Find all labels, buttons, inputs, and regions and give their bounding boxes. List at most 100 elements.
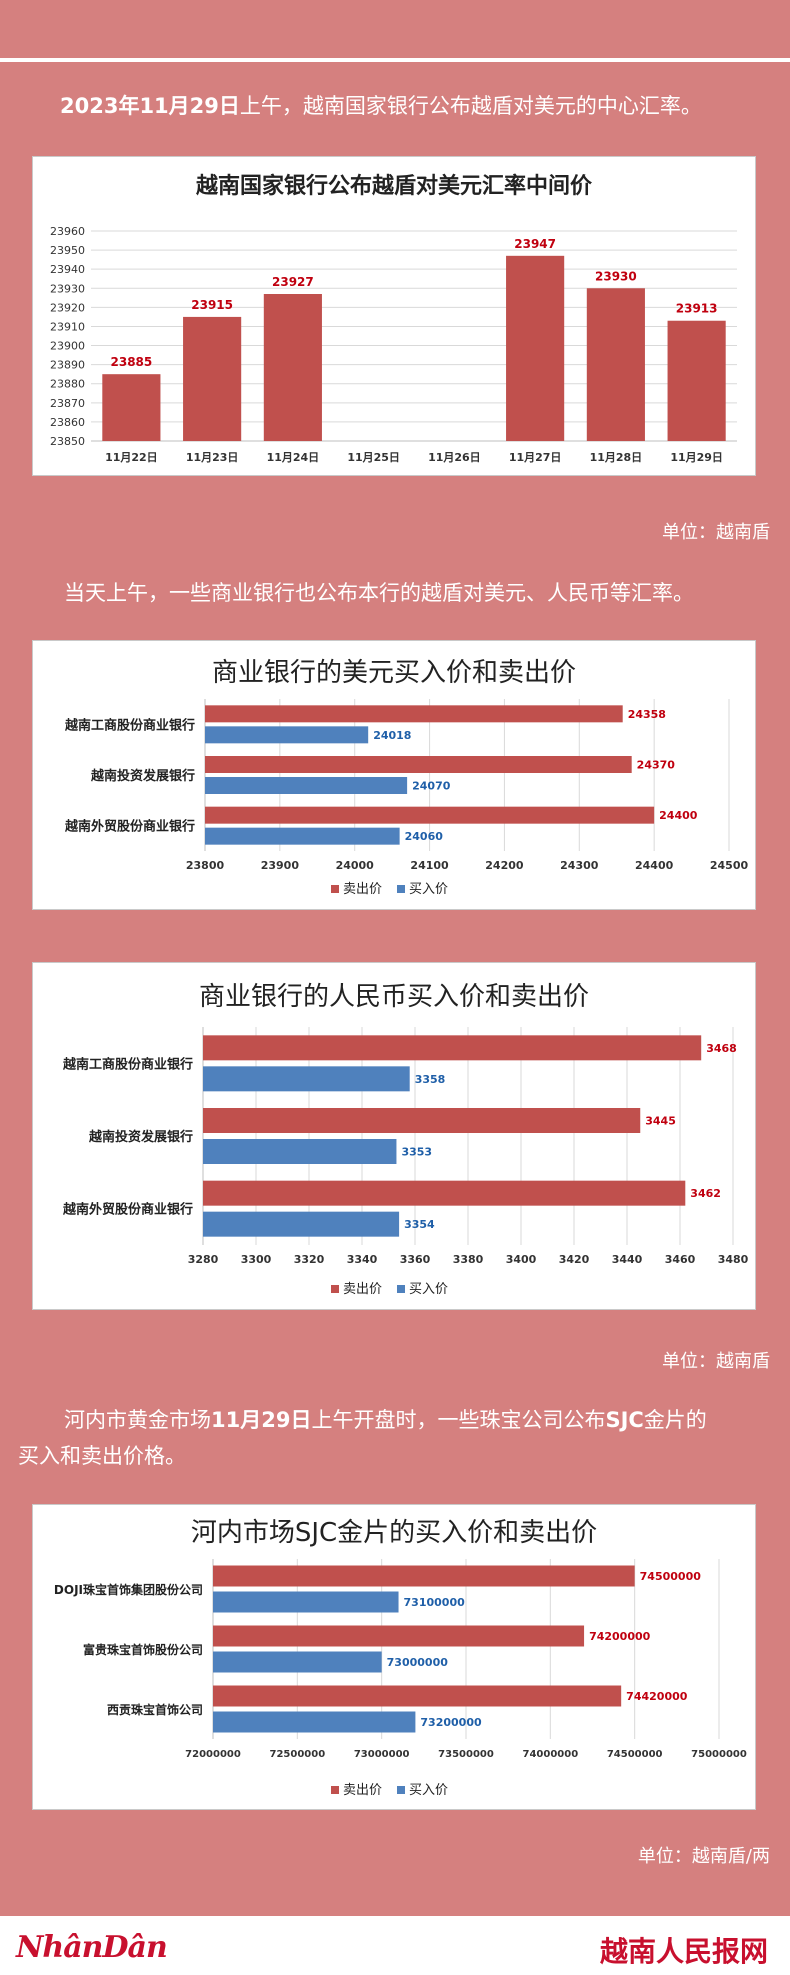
category-label: 富贵珠宝首饰股份公司: [83, 1642, 203, 1657]
data-label: 24018: [373, 729, 411, 742]
category-label: DOJI珠宝首饰集团股份公司: [54, 1582, 203, 1597]
unit-label-2: 单位：越南盾: [662, 1351, 770, 1372]
x-tick-label: 3480: [718, 1253, 749, 1266]
bar-buy: [205, 827, 400, 845]
chart-cny-rates: 商业银行的人民币买入价和卖出价 3280 3300 3320 3340 3360 3380 3…: [62, 982, 749, 1297]
bar-buy: [213, 1591, 399, 1613]
gold-text-1: 河内市黄金市场: [64, 1408, 211, 1432]
y-tick-label: 23910: [50, 320, 85, 333]
category-label: 越南外贸股份商业银行: [62, 1202, 193, 1218]
gold-text-3: 金片的: [643, 1408, 707, 1432]
category-label: 越南工商股份商业银行: [62, 1056, 193, 1072]
chart-title: 商业银行的美元买入价和卖出价: [212, 658, 576, 688]
category-label: 西贡珠宝首饰公司: [107, 1702, 203, 1717]
x-tick-label: 23900: [261, 859, 300, 872]
data-label: 23885: [111, 355, 153, 369]
bar-buy: [203, 1211, 400, 1237]
data-label: 23930: [595, 269, 637, 283]
bar-buy: [213, 1711, 416, 1733]
legend-label: 卖出价: [343, 1282, 382, 1297]
x-tick-label: 3400: [506, 1253, 537, 1266]
data-label: 3358: [415, 1073, 446, 1086]
data-label: 3354: [404, 1218, 435, 1231]
y-tick-label: 23940: [50, 263, 85, 276]
legend-swatch: [331, 1285, 339, 1293]
x-tick-label: 11月29日: [670, 451, 723, 464]
x-tick-label: 23800: [186, 859, 225, 872]
data-label: 23915: [191, 298, 233, 312]
bar-sell: [213, 1625, 585, 1647]
x-tick-label: 3460: [665, 1253, 696, 1266]
bar-sell: [203, 1108, 641, 1133]
data-label: 73100000: [404, 1596, 466, 1609]
legend-label: 卖出价: [343, 1783, 382, 1798]
x-tick-label: 3280: [188, 1253, 219, 1266]
x-tick-label: 24400: [635, 859, 674, 872]
category-label: 越南外贸股份商业银行: [64, 819, 195, 835]
x-tick-label: 74000000: [522, 1749, 578, 1760]
gold-sjc: SJC: [605, 1408, 644, 1432]
y-tick-label: 23880: [50, 378, 85, 391]
chart-central-rate: 越南国家银行公布越盾对美元汇率中间价 23850 23860 23870 23880 23…: [50, 173, 737, 464]
data-label: 74200000: [589, 1630, 651, 1643]
x-tick-label: 11月28日: [590, 451, 643, 464]
bar-buy: [213, 1651, 382, 1673]
y-tick-label: 23900: [50, 340, 85, 353]
data-label: 24060: [405, 830, 444, 843]
legend-label: 卖出价: [343, 882, 382, 897]
data-label: 74420000: [626, 1690, 688, 1703]
data-label: 3468: [706, 1042, 737, 1055]
site-name-logo[interactable]: 越南人民报网: [599, 1935, 768, 1968]
intro-date: 2023年11月29日: [60, 94, 240, 118]
data-label: 24358: [628, 708, 666, 721]
legend-label: 买入价: [409, 882, 448, 897]
bar: [586, 288, 645, 441]
y-tick-label: 23950: [50, 244, 85, 257]
x-tick-label: 24500: [710, 859, 749, 872]
bar-sell: [205, 756, 632, 773]
x-tick-label: 3340: [347, 1253, 378, 1266]
y-tick-label: 23860: [50, 416, 85, 429]
data-label: 24370: [637, 759, 676, 772]
bar-sell: [205, 705, 623, 723]
x-tick-label: 75000000: [691, 1749, 747, 1760]
top-divider: [0, 58, 790, 62]
x-tick-label: 11月24日: [267, 451, 320, 464]
legend-label: 买入价: [409, 1783, 448, 1798]
x-tick-label: 3360: [400, 1253, 431, 1266]
x-tick-label: 3380: [453, 1253, 484, 1266]
bar-sell: [213, 1565, 635, 1587]
x-tick-label: 11月22日: [105, 451, 158, 464]
paragraph-commercial-banks: 当天上午，一些商业银行也公布本行的越盾对美元、人民币等汇率。: [64, 581, 694, 605]
y-tick-label: 23960: [50, 225, 85, 238]
bar-sell: [205, 806, 655, 824]
x-tick-label: 24300: [560, 859, 599, 872]
x-tick-label: 74500000: [607, 1749, 663, 1760]
data-label: 3445: [645, 1115, 676, 1128]
bar-buy: [205, 777, 408, 794]
y-tick-label: 23850: [50, 435, 85, 448]
chart-panel-gold: 河内市场SJC金片的买入价和卖出价 72000000 72500000 7300000…: [32, 1504, 756, 1810]
x-tick-label: 24200: [485, 859, 524, 872]
legend-swatch: [397, 885, 405, 893]
intro-text: 上午，越南国家银行公布越盾对美元的中心汇率。: [239, 94, 702, 118]
y-tick-label: 23870: [50, 397, 85, 410]
data-label: 73200000: [420, 1716, 482, 1729]
category-label: 越南投资发展银行: [90, 768, 195, 784]
data-label: 3353: [401, 1146, 432, 1159]
gold-date: 11月29日: [211, 1408, 312, 1432]
legend-swatch: [331, 1786, 339, 1794]
bar: [667, 320, 726, 441]
legend-label: 买入价: [409, 1282, 448, 1297]
y-tick-label: 23920: [50, 301, 85, 314]
y-tick-label: 23930: [50, 282, 85, 295]
chart-gold-prices: 河内市场SJC金片的买入价和卖出价 72000000 72500000 7300000…: [54, 1518, 747, 1798]
nhandan-logo[interactable]: NhânDân: [16, 1930, 168, 1965]
bar-sell: [203, 1180, 686, 1206]
data-label: 73000000: [387, 1656, 449, 1669]
chart-usd-rates: 商业银行的美元买入价和卖出价 23800 23900 24000 24100 24200 2…: [64, 658, 749, 897]
x-tick-label: 11月27日: [509, 451, 562, 464]
chart-title: 河内市场SJC金片的买入价和卖出价: [191, 1518, 597, 1548]
data-label: 74500000: [640, 1570, 702, 1583]
category-label: 越南投资发展银行: [88, 1129, 193, 1145]
